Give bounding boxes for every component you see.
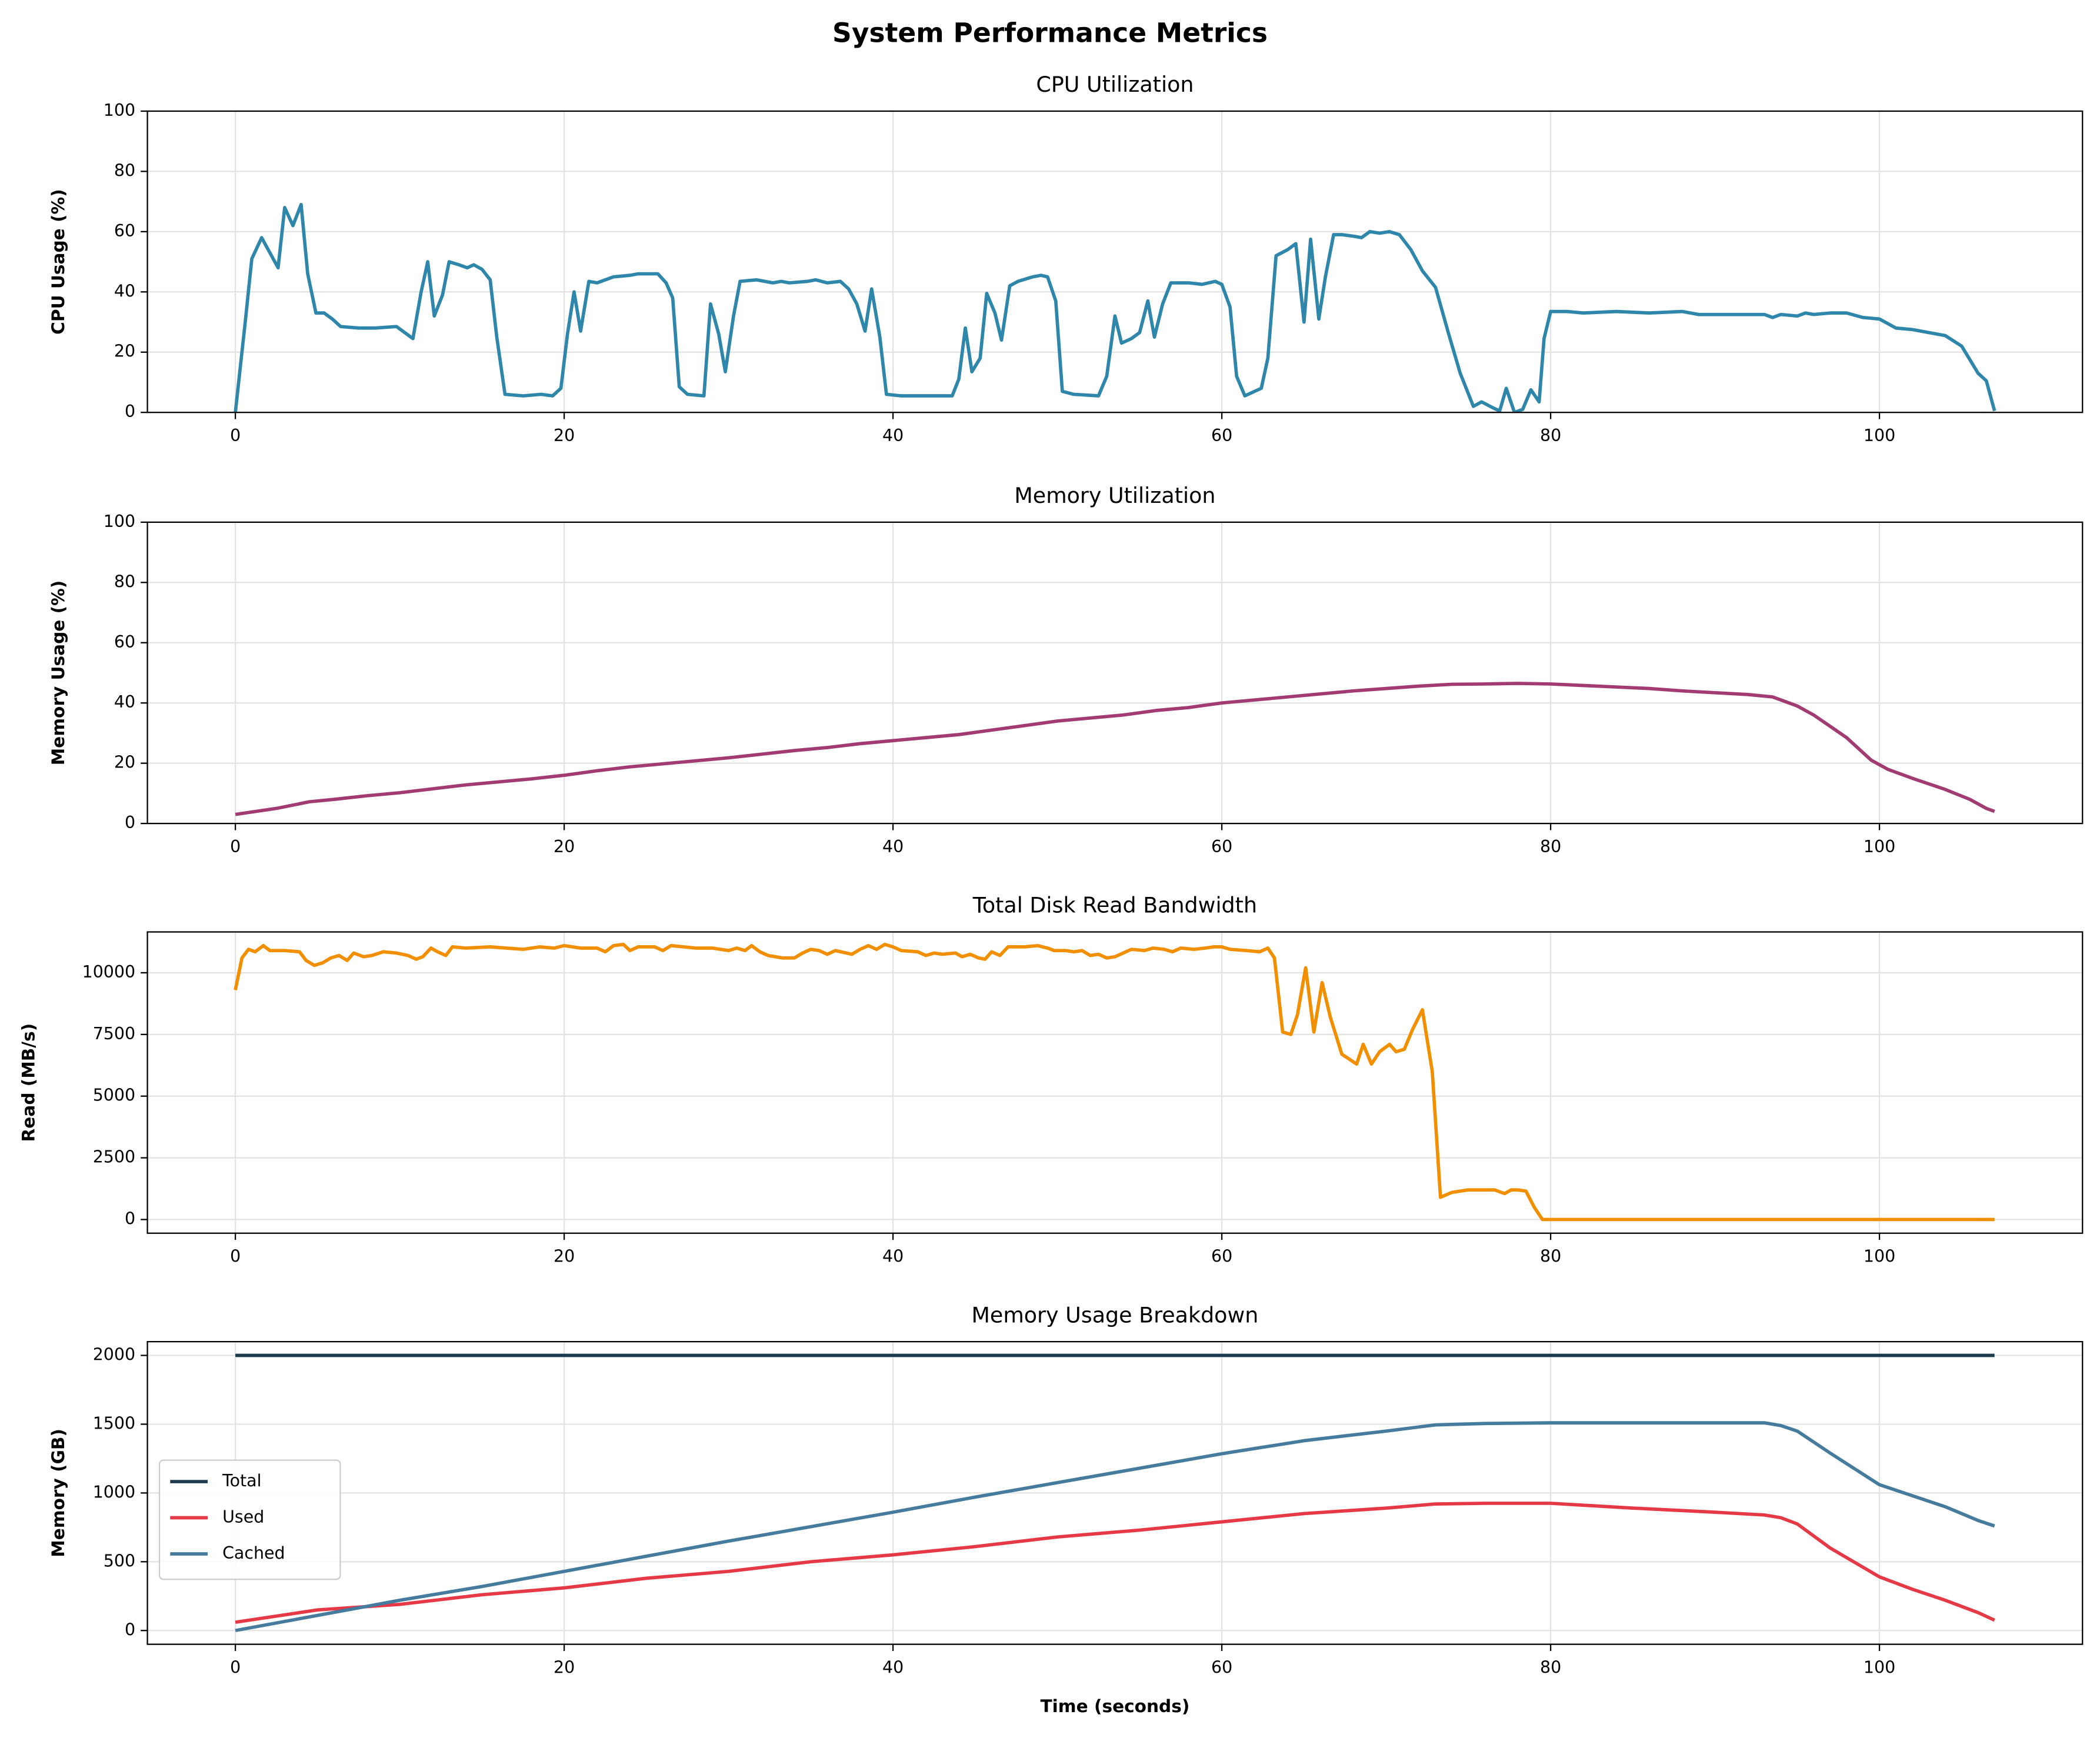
y-tick-label: 0: [125, 1209, 135, 1228]
y-tick-label: 5000: [93, 1086, 135, 1105]
y-tick-label: 80: [114, 161, 135, 180]
subplot-title: CPU Utilization: [1036, 72, 1194, 97]
data-line: [234, 202, 1996, 413]
x-tick-label: 100: [1864, 837, 1895, 856]
y-tick-label: 40: [114, 281, 135, 301]
x-tick-label: 20: [554, 837, 575, 856]
subplot-title: Total Disk Read Bandwidth: [972, 893, 1257, 918]
x-tick-label: 100: [1864, 1658, 1895, 1677]
x-tick-label: 80: [1540, 426, 1561, 445]
subplot-title: Memory Utilization: [1014, 483, 1215, 508]
x-tick-label: 80: [1540, 1658, 1561, 1677]
data-line: [235, 1421, 1995, 1633]
y-axis-label: CPU Usage (%): [48, 189, 68, 335]
y-tick-label: 2000: [93, 1345, 135, 1365]
y-tick-label: 0: [125, 402, 135, 421]
y-tick-label: 0: [125, 1620, 135, 1639]
legend-box: [158, 1459, 341, 1580]
x-tick-label: 40: [882, 426, 904, 445]
y-tick-label: 20: [114, 753, 135, 772]
x-tick-label: 20: [554, 1658, 575, 1677]
y-tick-label: 80: [114, 572, 135, 591]
y-tick-label: 40: [114, 692, 135, 712]
y-tick-label: 0: [125, 813, 135, 832]
data-line: [235, 1502, 1995, 1624]
plot-frame: [146, 110, 2084, 413]
x-tick-label: 100: [1864, 426, 1895, 445]
x-tick-label: 40: [882, 837, 904, 856]
legend-label: Total: [222, 1471, 261, 1490]
figure-title: System Performance Metrics: [832, 18, 1268, 49]
x-tick-label: 0: [230, 426, 241, 445]
x-tick-label: 100: [1864, 1247, 1895, 1266]
subplot-title: Memory Usage Breakdown: [972, 1302, 1259, 1327]
legend-label: Cached: [222, 1543, 285, 1563]
data-line: [235, 682, 1995, 816]
y-axis-label: Memory Usage (%): [48, 581, 68, 766]
y-axis-label: Read (MB/s): [19, 1023, 39, 1142]
x-tick-label: 80: [1540, 837, 1561, 856]
y-tick-label: 10000: [82, 962, 135, 982]
y-tick-label: 100: [104, 101, 135, 120]
data-line: [234, 942, 1995, 1222]
y-tick-label: 20: [114, 342, 135, 361]
x-tick-label: 40: [882, 1658, 904, 1677]
y-tick-label: 500: [104, 1551, 135, 1570]
x-tick-label: 60: [1211, 837, 1232, 856]
x-tick-label: 20: [554, 426, 575, 445]
y-tick-label: 7500: [93, 1024, 135, 1043]
y-tick-label: 100: [104, 512, 135, 531]
x-tick-label: 0: [230, 837, 241, 856]
plot-frame: [146, 931, 2084, 1234]
x-tick-label: 80: [1540, 1247, 1561, 1266]
plot-frame: [146, 521, 2084, 825]
y-tick-label: 1000: [93, 1482, 135, 1502]
y-tick-label: 2500: [93, 1147, 135, 1167]
x-tick-label: 0: [230, 1658, 241, 1677]
x-tick-label: 40: [882, 1247, 904, 1266]
y-axis-label: Memory (GB): [48, 1429, 68, 1557]
y-tick-label: 1500: [93, 1413, 135, 1433]
x-tick-label: 20: [554, 1247, 575, 1266]
legend-label: Used: [222, 1507, 264, 1527]
y-tick-label: 60: [114, 632, 135, 652]
x-tick-label: 60: [1211, 1247, 1232, 1266]
x-axis-label: Time (seconds): [1040, 1696, 1189, 1716]
x-tick-label: 0: [230, 1247, 241, 1266]
plot-frame: [146, 1340, 2084, 1645]
y-tick-label: 60: [114, 221, 135, 241]
x-tick-label: 60: [1211, 1658, 1232, 1677]
x-tick-label: 60: [1211, 426, 1232, 445]
